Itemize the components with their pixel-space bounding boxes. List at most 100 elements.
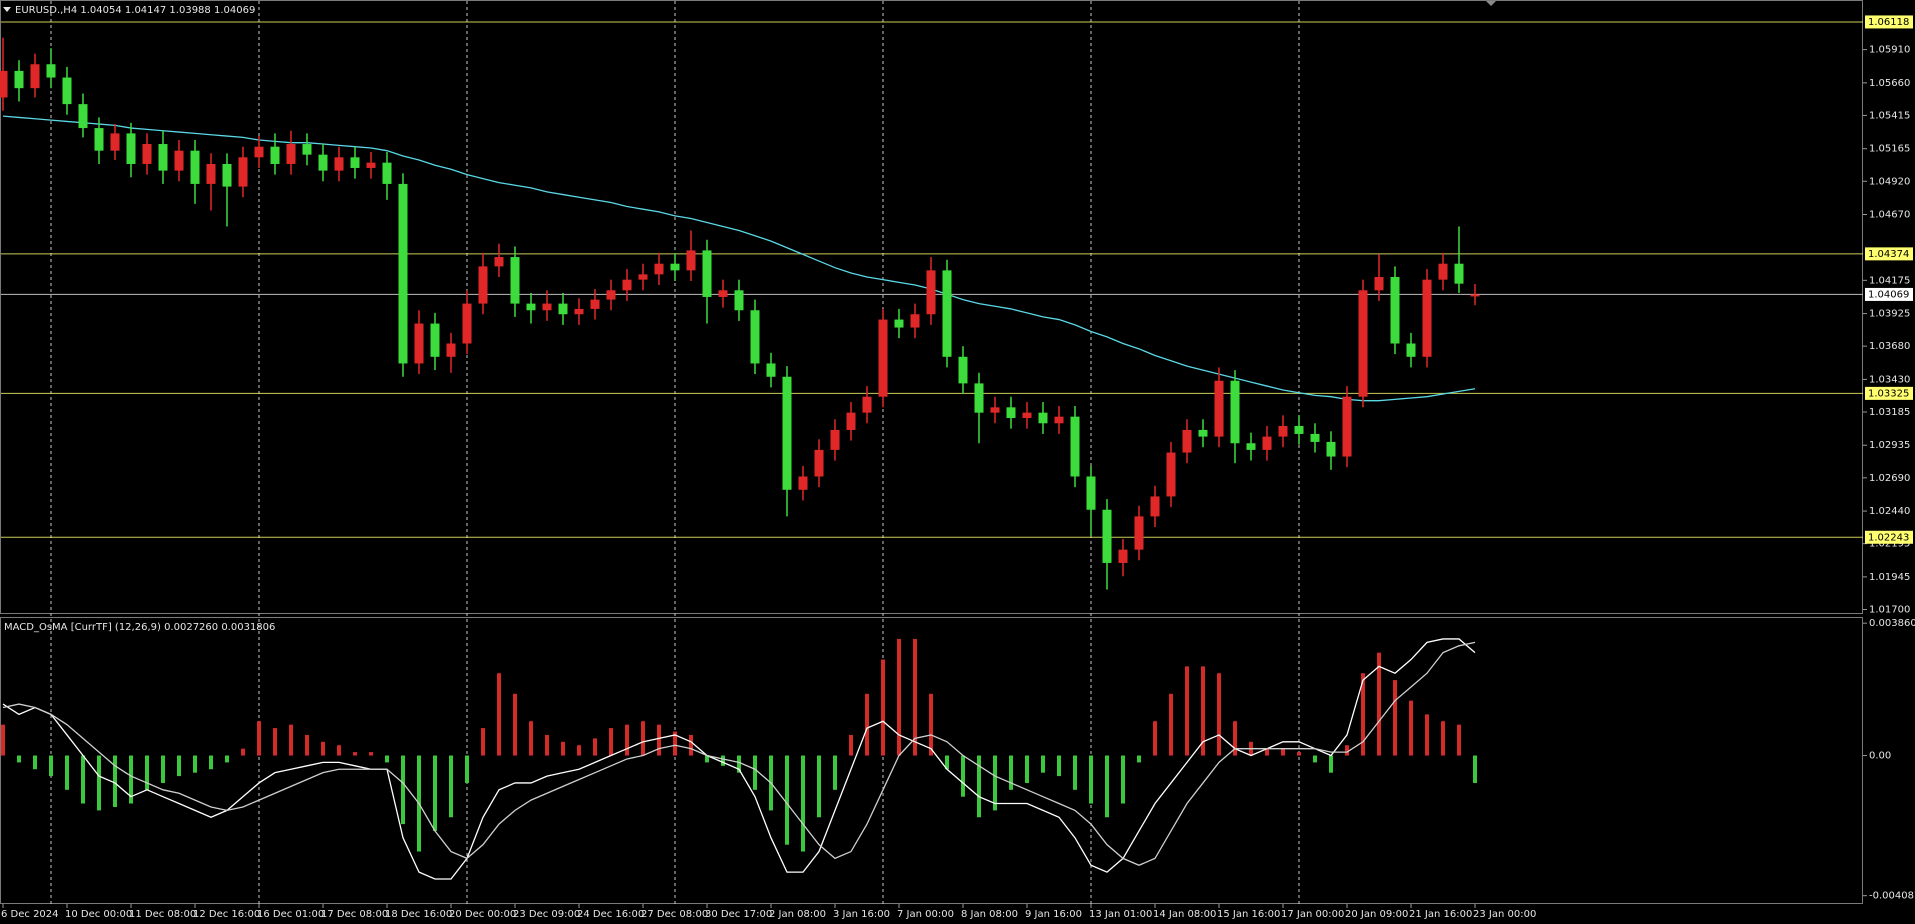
candle-body	[1342, 396, 1352, 457]
candle-body	[510, 257, 520, 304]
histogram-bar	[1057, 755, 1061, 777]
histogram-bar	[465, 755, 469, 783]
histogram-bar	[689, 734, 693, 756]
histogram-bar	[81, 755, 85, 804]
y-tick-label: 1.03925	[1869, 309, 1910, 320]
candle-body	[1182, 429, 1192, 453]
candle-body	[14, 70, 24, 89]
histogram-bar	[497, 673, 501, 756]
x-tick-label: 18 Dec 16:00	[385, 909, 452, 920]
histogram-bar	[33, 755, 37, 770]
histogram-bar	[545, 734, 549, 756]
candle-body	[638, 274, 648, 280]
candle-body	[1006, 407, 1016, 418]
histogram-bar	[1073, 755, 1077, 790]
candle-body	[494, 257, 504, 267]
candle-body	[1054, 416, 1064, 424]
histogram-bar	[1297, 752, 1301, 756]
candle-body	[1070, 416, 1080, 477]
x-tick-label: 24 Dec 16:00	[577, 909, 644, 920]
histogram-bar	[945, 755, 949, 770]
candle-body	[894, 319, 904, 328]
histogram-bar	[1105, 755, 1109, 818]
histogram-bar	[977, 755, 981, 818]
candle-body	[430, 323, 440, 357]
histogram-bar	[577, 745, 581, 756]
histogram-bar	[561, 741, 565, 756]
candle-body	[814, 449, 824, 477]
candle-body	[686, 250, 696, 271]
histogram-bar	[881, 659, 885, 756]
candle-body	[222, 163, 232, 187]
histogram-bar	[785, 755, 789, 845]
histogram-bar	[225, 755, 229, 763]
histogram-bar	[177, 755, 181, 777]
x-tick-label: 30 Dec 17:00	[705, 909, 772, 920]
moving-average-line	[2, 115, 1476, 402]
candle-body	[830, 429, 840, 450]
x-tick-label: 7 Jan 00:00	[897, 909, 954, 920]
level-price-label: 1.02243	[1868, 532, 1909, 543]
histogram-bar	[721, 755, 725, 766]
candle-body	[974, 383, 984, 413]
histogram-bar	[513, 693, 517, 756]
x-tick-label: 11 Dec 08:00	[129, 909, 196, 920]
histogram-bar	[1089, 755, 1093, 804]
candle-body	[350, 157, 360, 168]
candle-body	[62, 77, 72, 105]
histogram-bar	[833, 755, 837, 790]
candle-body	[654, 263, 664, 275]
last-price-box	[1865, 287, 1913, 301]
candle-body	[1278, 425, 1288, 437]
candle-body	[798, 476, 808, 490]
histogram-bar	[1217, 673, 1221, 756]
histogram-bar	[1137, 755, 1141, 763]
candle-body	[926, 270, 936, 315]
histogram-bar	[529, 721, 533, 756]
y-tick-label: 1.03185	[1869, 407, 1910, 418]
candle-body	[366, 162, 376, 168]
indicator-title: MACD_OsMA [CurrTF] (12,26,9) 0.0027260 0…	[4, 622, 275, 633]
candle-body	[1118, 549, 1128, 563]
candle-body	[158, 144, 168, 171]
symbol-menu-icon[interactable]	[3, 7, 11, 12]
histogram-bar	[1121, 755, 1125, 804]
histogram-bar	[705, 755, 709, 763]
level-price-box	[1865, 386, 1913, 400]
level-price-box	[1865, 15, 1913, 29]
y-tick-label: 1.01945	[1869, 572, 1910, 583]
histogram-bar	[305, 734, 309, 756]
candle-body	[622, 279, 632, 291]
histogram-bar	[1281, 748, 1285, 756]
candle-body	[1374, 277, 1384, 291]
histogram-bar	[753, 755, 757, 790]
histogram-bar	[865, 693, 869, 756]
candle-body	[1262, 436, 1272, 450]
candle-body	[670, 263, 680, 271]
y-tick-label: 1.01700	[1869, 604, 1910, 615]
shift-marker	[1486, 1, 1496, 6]
candle-body	[1150, 496, 1160, 517]
candle-body	[766, 363, 776, 377]
histogram-bar	[897, 638, 901, 756]
histogram-bar	[609, 728, 613, 756]
candle-body	[1198, 429, 1208, 437]
candle-body	[286, 144, 296, 164]
candle-body	[1454, 263, 1464, 284]
y-tick-label: 1.02935	[1869, 440, 1910, 451]
x-tick-label: 3 Jan 16:00	[833, 909, 890, 920]
histogram-bar	[849, 734, 853, 756]
candle-body	[1470, 294, 1480, 297]
x-tick-label: 17 Jan 00:00	[1281, 909, 1344, 920]
candle-body	[1438, 263, 1448, 280]
candle-body	[1134, 516, 1144, 550]
candle-body	[174, 150, 184, 171]
histogram-bar	[1041, 755, 1045, 773]
y-tick-label: 0.003860	[1869, 618, 1915, 629]
candle-body	[142, 144, 152, 164]
histogram-bar	[913, 638, 917, 756]
candle-body	[1246, 443, 1256, 450]
candle-body	[78, 104, 88, 129]
macd-panel-border	[0, 617, 1863, 904]
level-price-label: 1.06118	[1868, 17, 1909, 28]
